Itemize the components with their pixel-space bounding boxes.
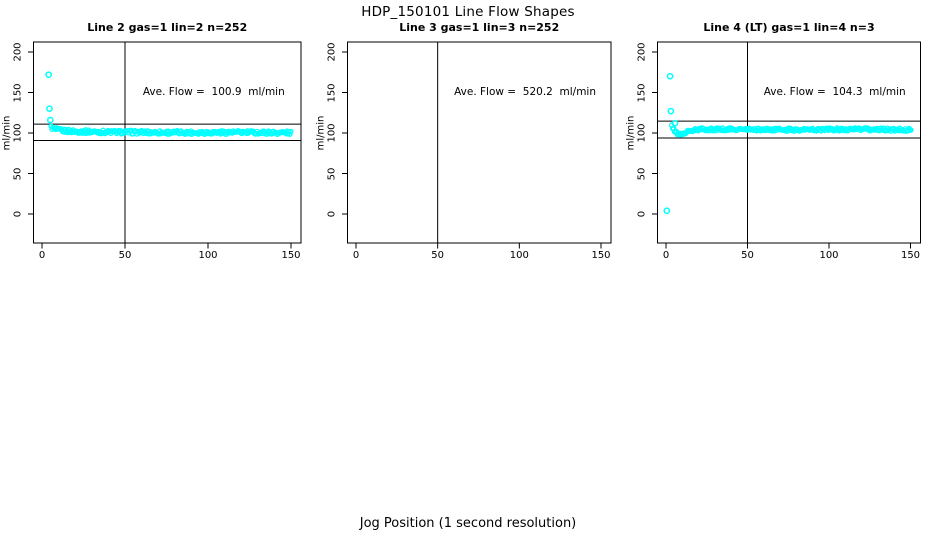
y-tick-label: 100 [326, 123, 337, 143]
panel-title: Line 2 gas=1 lin=2 n=252 [87, 21, 248, 34]
x-tick-label: 100 [819, 250, 839, 261]
y-tick-label: 100 [636, 123, 647, 143]
outlier-data-point [45, 71, 52, 79]
x-tick-label: 0 [662, 250, 670, 261]
average-flow-annotation: Ave. Flow = 100.9 ml/min [142, 86, 285, 98]
average-flow-annotation: Ave. Flow = 520.2 ml/min [454, 86, 597, 98]
y-tick-label: 50 [636, 167, 647, 180]
x-tick-label: 150 [281, 250, 301, 261]
y-axis-label: ml/min [625, 115, 637, 151]
x-tick-label: 150 [900, 250, 921, 261]
y-tick-label: 150 [12, 82, 23, 103]
data-point [288, 128, 294, 135]
x-tick-label: 50 [431, 250, 445, 261]
data-point [287, 131, 293, 137]
x-tick-label: 0 [352, 250, 360, 261]
y-tick-label: 100 [12, 123, 23, 143]
y-tick-label: 0 [12, 210, 23, 218]
y-axis-label: ml/min [1, 115, 13, 151]
y-tick-label: 0 [636, 210, 647, 218]
plot-box [347, 41, 612, 244]
outlier-data-point [46, 116, 54, 124]
y-axis-label: ml/min [315, 115, 327, 151]
y-tick-label: 50 [12, 167, 23, 180]
x-tick-label: 50 [118, 250, 132, 261]
y-tick-label: 200 [326, 42, 337, 62]
y-tick-label: 50 [326, 167, 337, 180]
outlier-data-point [663, 207, 671, 215]
plot-box [33, 41, 302, 244]
x-tick-label: 150 [591, 250, 611, 261]
x-tick-label: 100 [198, 250, 218, 261]
y-tick-label: 200 [636, 42, 647, 62]
y-tick-label: 150 [326, 82, 337, 103]
x-tick-label: 100 [509, 250, 529, 261]
x-axis-label: Jog Position (1 second resolution) [359, 516, 577, 531]
y-tick-label: 150 [636, 82, 647, 103]
x-tick-label: 50 [741, 250, 754, 261]
panel-title: Line 4 (LT) gas=1 lin=4 n=3 [703, 21, 875, 34]
panel-title: Line 3 gas=1 lin=3 n=252 [399, 21, 560, 34]
x-tick-label: 0 [38, 250, 46, 261]
figure-title: HDP_150101 Line Flow Shapes [361, 4, 575, 20]
outlier-data-point [666, 72, 674, 80]
average-flow-annotation: Ave. Flow = 104.3 ml/min [763, 86, 906, 98]
outlier-data-point [671, 119, 679, 127]
outlier-data-point [667, 107, 675, 115]
data-point [908, 127, 914, 133]
outlier-data-point [46, 105, 53, 113]
y-tick-label: 0 [326, 210, 337, 218]
y-tick-label: 200 [12, 42, 23, 62]
plot-box [657, 41, 921, 244]
